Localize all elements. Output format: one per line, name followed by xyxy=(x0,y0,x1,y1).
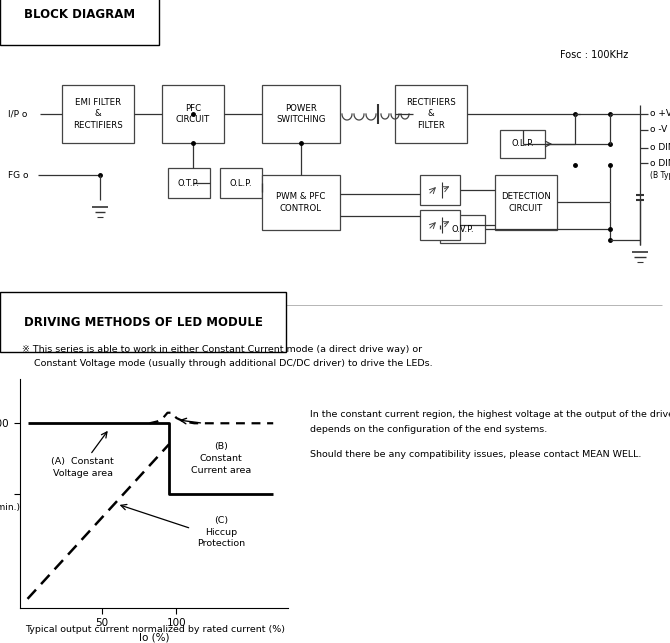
Text: o DIM-: o DIM- xyxy=(650,159,670,167)
Text: I/P o: I/P o xyxy=(8,109,27,118)
Text: o +V: o +V xyxy=(650,109,670,118)
Text: (B)
Constant
Current area: (B) Constant Current area xyxy=(191,442,251,475)
FancyBboxPatch shape xyxy=(168,168,210,198)
Text: FG o: FG o xyxy=(8,170,29,179)
Text: o -V: o -V xyxy=(650,125,667,134)
FancyBboxPatch shape xyxy=(420,210,460,240)
Text: (A)  Constant
Voltage area: (A) Constant Voltage area xyxy=(52,457,114,478)
Text: EMI FILTER
&
RECTIFIERS: EMI FILTER & RECTIFIERS xyxy=(73,98,123,130)
FancyBboxPatch shape xyxy=(262,85,340,143)
FancyBboxPatch shape xyxy=(420,175,460,205)
Text: Typical output current normalized by rated current (%): Typical output current normalized by rat… xyxy=(25,626,285,635)
Text: o DIM+: o DIM+ xyxy=(650,143,670,152)
Text: Should there be any compatibility issues, please contact MEAN WELL.: Should there be any compatibility issues… xyxy=(310,450,641,459)
Text: Constant Voltage mode (usually through additional DC/DC driver) to drive the LED: Constant Voltage mode (usually through a… xyxy=(22,359,433,368)
Text: (C)
Hiccup
Protection: (C) Hiccup Protection xyxy=(197,516,245,548)
Text: DETECTION
CIRCUIT: DETECTION CIRCUIT xyxy=(501,192,551,213)
Text: (B Type): (B Type) xyxy=(650,172,670,181)
FancyBboxPatch shape xyxy=(395,85,467,143)
Bar xyxy=(8,315,20,329)
Text: ※ This series is able to work in either Constant Current mode (a direct drive wa: ※ This series is able to work in either … xyxy=(22,345,422,354)
FancyBboxPatch shape xyxy=(62,85,134,143)
Text: PWM & PFC
CONTROL: PWM & PFC CONTROL xyxy=(276,192,326,213)
Text: O.V.P.: O.V.P. xyxy=(451,224,474,233)
FancyBboxPatch shape xyxy=(495,175,557,230)
FancyBboxPatch shape xyxy=(162,85,224,143)
Text: RECTIFIERS
&
FILTER: RECTIFIERS & FILTER xyxy=(406,98,456,130)
FancyBboxPatch shape xyxy=(262,175,340,230)
Text: (min.): (min.) xyxy=(0,503,20,512)
Text: In the constant current region, the highest voltage at the output of the driver: In the constant current region, the high… xyxy=(310,410,670,419)
Text: Fosc : 100KHz: Fosc : 100KHz xyxy=(560,50,628,60)
Text: O.T.P.: O.T.P. xyxy=(178,179,200,188)
FancyBboxPatch shape xyxy=(220,168,262,198)
Text: DRIVING METHODS OF LED MODULE: DRIVING METHODS OF LED MODULE xyxy=(24,316,263,329)
Bar xyxy=(8,8,20,22)
Text: POWER
SWITCHING: POWER SWITCHING xyxy=(276,104,326,124)
Text: PFC
CIRCUIT: PFC CIRCUIT xyxy=(176,104,210,124)
X-axis label: Io (%): Io (%) xyxy=(139,632,170,642)
FancyBboxPatch shape xyxy=(500,130,545,158)
Text: BLOCK DIAGRAM: BLOCK DIAGRAM xyxy=(24,8,135,21)
Text: O.L.P.: O.L.P. xyxy=(511,140,534,149)
Text: 60: 60 xyxy=(0,489,1,498)
Text: depends on the configuration of the end systems.: depends on the configuration of the end … xyxy=(310,425,547,434)
Text: O.L.P.: O.L.P. xyxy=(230,179,253,188)
FancyBboxPatch shape xyxy=(440,215,485,243)
